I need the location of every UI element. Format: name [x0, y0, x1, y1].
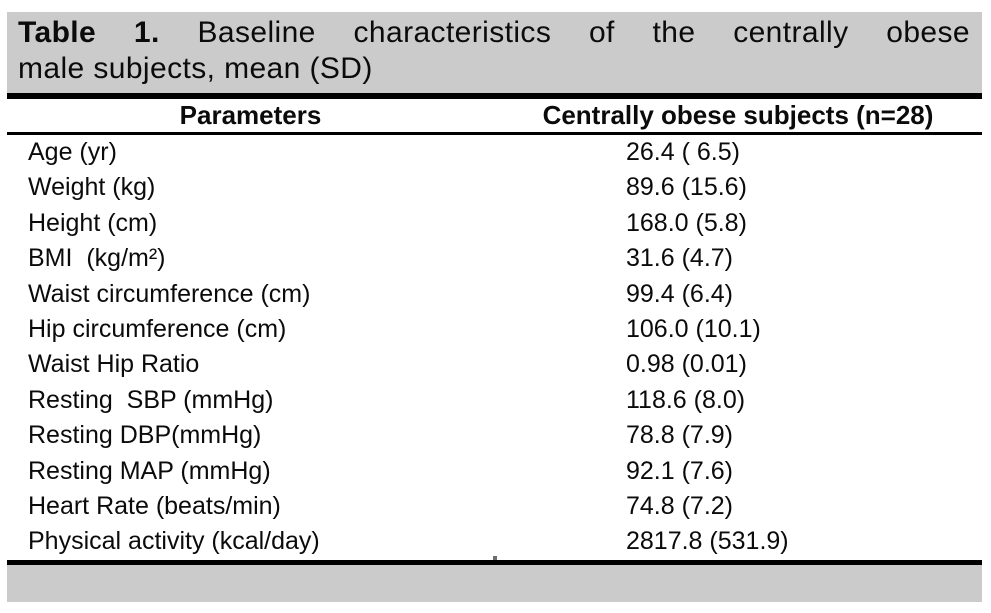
value-cell: 2817.8 (531.9) — [626, 527, 789, 556]
top-rule — [7, 93, 982, 99]
parameter-cell: Resting DBP(mmHg) — [28, 421, 262, 450]
caption-label: Table 1. — [18, 16, 160, 49]
value-cell: 118.6 (8.0) — [626, 385, 746, 414]
parameter-cell: Age (yr) — [28, 138, 117, 166]
value-cell: 92.1 (7.6) — [626, 456, 734, 485]
table-row: Resting DBP(mmHg) 78.8 (7.9) — [7, 418, 982, 453]
value-cell: 89.6 (15.6) — [626, 173, 747, 202]
table-row: Waist Hip Ratio 0.98 (0.01) — [7, 347, 982, 382]
value-cell: 168.0 (5.8) — [626, 208, 747, 237]
caption-text-line-1: Baseline characteristics of the centrall… — [197, 16, 970, 49]
parameter-cell: Heart Rate (beats/min) — [28, 492, 281, 521]
parameter-cell: Physical activity (kcal/day) — [28, 527, 320, 556]
parameter-cell: Waist circumference (cm) — [28, 279, 311, 308]
header-rule — [7, 132, 982, 135]
table-row: Hip circumference (cm) 106.0 (10.1) — [7, 312, 982, 347]
table-row: Physical activity (kcal/day) 2817.8 (531… — [7, 524, 982, 559]
parameter-cell: Resting SBP (mmHg) — [28, 385, 274, 414]
scan-tick-mark — [493, 555, 497, 560]
caption-line-1: Table 1. Baseline characteristics of the… — [18, 15, 970, 51]
parameter-cell: Hip circumference (cm) — [28, 315, 287, 344]
parameter-cell: Waist Hip Ratio — [28, 350, 200, 379]
value-cell: 99.4 (6.4) — [626, 279, 734, 308]
parameter-cell: Resting MAP (mmHg) — [28, 456, 271, 485]
table-row: Weight (kg) 89.6 (15.6) — [7, 170, 982, 205]
parameter-cell: Height (cm) — [28, 208, 158, 237]
value-cell: 31.6 (4.7) — [626, 244, 734, 273]
table-caption: Table 1. Baseline characteristics of the… — [7, 12, 982, 93]
header-parameters: Parameters — [179, 100, 322, 130]
table-row: Waist circumference (cm) 99.4 (6.4) — [7, 277, 982, 312]
value-cell: 78.8 (7.9) — [626, 421, 734, 450]
table-row: Resting SBP (mmHg) 118.6 (8.0) — [7, 383, 982, 418]
footer-band — [7, 564, 982, 602]
bottom-rule — [7, 555, 982, 565]
table-row: BMI (kg/m²) 31.6 (4.7) — [7, 241, 982, 276]
value-cell: 106.0 (10.1) — [626, 315, 761, 344]
table-row: Resting MAP (mmHg) 92.1 (7.6) — [7, 454, 982, 489]
parameter-cell: Weight (kg) — [28, 173, 156, 202]
value-cell: 26.4 ( 6.5) — [626, 138, 740, 166]
table-1: Table 1. Baseline characteristics of the… — [7, 12, 982, 602]
caption-line-2: male subjects, mean (SD) — [18, 52, 373, 85]
table-row: Height (cm) 168.0 (5.8) — [7, 206, 982, 241]
header-row: Parameters Centrally obese subjects (n=2… — [7, 99, 982, 132]
header-subjects: Centrally obese subjects (n=28) — [542, 100, 934, 130]
parameter-cell: BMI (kg/m²) — [28, 244, 166, 273]
value-cell: 74.8 (7.2) — [626, 492, 734, 521]
value-cell: 0.98 (0.01) — [626, 350, 747, 379]
table-row: Age (yr) 26.4 ( 6.5) — [7, 135, 982, 170]
table-body: Age (yr) 26.4 ( 6.5) Weight (kg) 89.6 (1… — [7, 135, 982, 560]
table-row: Heart Rate (beats/min) 74.8 (7.2) — [7, 489, 982, 524]
